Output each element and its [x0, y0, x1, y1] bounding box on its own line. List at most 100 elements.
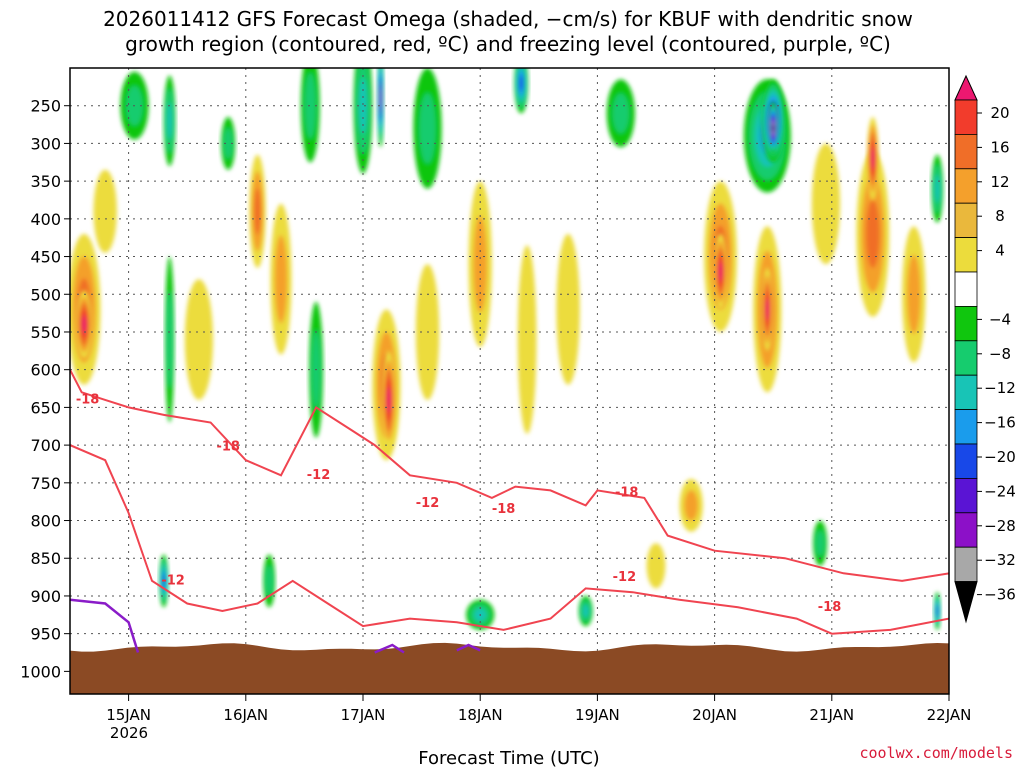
y-tick-label: 850	[30, 549, 61, 568]
omega-band	[184, 279, 213, 400]
omega-band	[419, 93, 436, 164]
colorbar-segment	[954, 512, 978, 548]
omega-band	[718, 261, 723, 282]
colorbar-label: −16	[984, 414, 1016, 432]
contour-label: -18	[818, 600, 842, 615]
contour-label: -12	[416, 496, 440, 511]
x-axis-label: Forecast Time (UTC)	[418, 748, 599, 768]
y-tick-label: 950	[30, 625, 61, 644]
omega-band	[816, 530, 825, 557]
omega-feature-29	[713, 233, 728, 310]
y-tick-label: 550	[30, 323, 61, 342]
freezing-contour	[374, 643, 405, 654]
omega-feature-26	[606, 79, 635, 148]
colorbar-segment	[954, 168, 978, 204]
y-axis: 250 300 350 400 450 500 550 600 650 700 750 800 850 9…	[20, 97, 70, 681]
colorbar-segment	[954, 443, 978, 479]
colorbar-label: 20	[990, 104, 1009, 122]
contour-label: -18	[76, 393, 100, 408]
y-tick-label: 750	[30, 474, 61, 493]
colorbar-label: −24	[984, 482, 1016, 500]
colorbar-label: −12	[984, 379, 1016, 397]
ground-surface	[70, 642, 949, 694]
colorbar-segment	[954, 133, 978, 170]
omega-band	[379, 88, 382, 108]
colorbar-segment	[954, 271, 978, 307]
x-tick-label: 20JAN	[692, 706, 737, 724]
omega-band	[582, 604, 589, 618]
contour-label: -18	[492, 502, 516, 517]
omega-feature-10	[270, 203, 292, 355]
omega-feature-18	[413, 68, 442, 189]
y-tick-label: 300	[30, 134, 61, 153]
omega-feature-41	[813, 520, 828, 566]
omega-feature-6	[159, 554, 169, 608]
plot-frame	[69, 67, 950, 695]
freezing-contour	[456, 643, 481, 652]
omega-feature-40	[933, 592, 941, 630]
omega-band	[166, 291, 173, 388]
y-tick-label: 800	[30, 512, 61, 531]
chart-title-line1: 2026011412 GFS Forecast Omega (shaded, −…	[103, 7, 913, 31]
omega-band	[304, 72, 316, 139]
omega-feature-22	[514, 68, 529, 114]
omega-band	[93, 169, 117, 253]
y-tick-label: 450	[30, 248, 61, 267]
freezing-contour	[70, 598, 140, 653]
colorbar-label: −36	[984, 586, 1016, 604]
x-tick-label: 18JAN	[458, 706, 503, 724]
omega-feature-36	[856, 150, 890, 317]
x-tick-label: 21JAN	[809, 706, 854, 724]
credit-text: coolwx.com/models	[859, 744, 1013, 762]
omega-feature-8	[221, 116, 236, 170]
omega-feature-12	[300, 68, 320, 163]
colorbar-segment	[954, 546, 978, 583]
omega-band	[934, 174, 940, 203]
x-tick-label: 16JAN	[223, 706, 268, 724]
x-tick-label: 19JAN	[575, 706, 620, 724]
omega-band	[907, 254, 921, 334]
omega-feature-38	[902, 226, 926, 363]
omega-band	[254, 188, 261, 235]
colorbar-label: −20	[984, 448, 1016, 466]
omega-feature-2	[93, 169, 117, 253]
colorbar-label: −4	[989, 310, 1011, 328]
contour-label: -18	[615, 485, 639, 500]
omega-feature-39	[931, 154, 944, 223]
contour-label: -12	[613, 570, 637, 585]
omega-band	[82, 315, 87, 334]
omega-feature-25	[578, 595, 593, 627]
colorbar: 20 16 12 8 4 −4 −8 −12 −16 −20 −24 −28 −32 −36	[954, 74, 1016, 624]
omega-band	[274, 235, 288, 324]
x-tick-label: 15JAN	[106, 706, 151, 724]
ground-terrain	[70, 642, 949, 694]
omega-band	[811, 143, 841, 265]
y-tick-label: 700	[30, 436, 61, 455]
colorbar-label: 12	[990, 173, 1009, 191]
y-tick-label: 500	[30, 285, 61, 304]
year-label: 2026	[110, 724, 148, 742]
contour-label: -18	[216, 439, 240, 454]
omega-band	[936, 606, 939, 616]
omega-feature-27	[679, 479, 703, 532]
colorbar-label: −32	[984, 551, 1016, 569]
omega-feature-15	[377, 68, 385, 148]
dgz-contour	[70, 444, 949, 635]
omega-band	[612, 93, 629, 134]
colorbar-label: 8	[995, 207, 1005, 225]
x-tick-label: 22JAN	[927, 706, 972, 724]
y-tick-label: 900	[30, 587, 61, 606]
colorbar-top-arrow	[954, 74, 978, 101]
colorbar-segment	[954, 305, 978, 342]
chart-title-line2: growth region (contoured, red, ºC) and f…	[125, 32, 891, 56]
omega-feature-42	[646, 543, 666, 589]
omega-feature-34	[767, 101, 780, 155]
y-tick-label: 600	[30, 361, 61, 380]
y-tick-label: 350	[30, 172, 61, 191]
omega-band	[684, 490, 698, 521]
omega-band	[359, 77, 367, 134]
omega-band	[224, 127, 233, 159]
x-tick-label: 17JAN	[341, 706, 386, 724]
omega-feature-23	[517, 245, 537, 434]
